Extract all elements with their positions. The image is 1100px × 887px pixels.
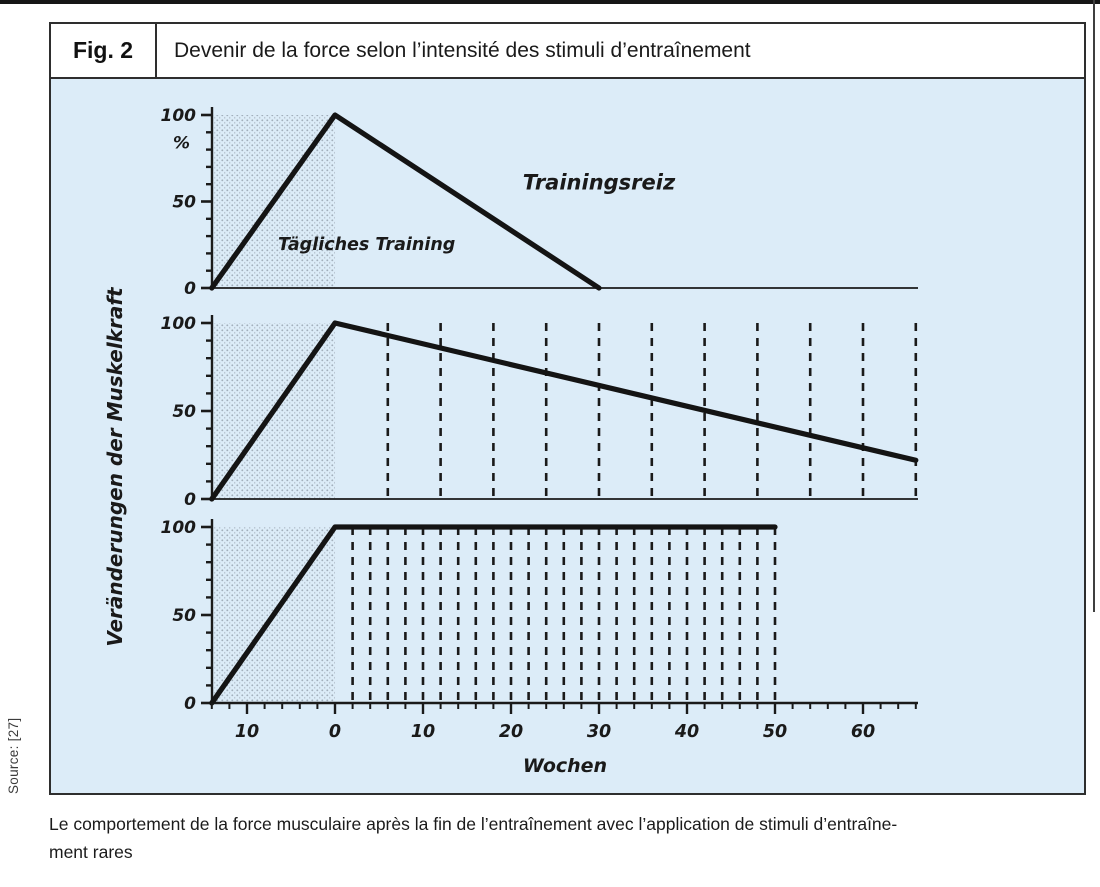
svg-text:0: 0 [329, 722, 341, 742]
svg-text:%: % [173, 134, 190, 154]
svg-text:Veränderungen der Muskelkraft: Veränderungen der Muskelkraft [103, 286, 127, 647]
figure-header: Fig. 2 Devenir de la force selon l’inten… [51, 24, 1084, 79]
svg-text:100: 100 [161, 106, 197, 126]
svg-text:60: 60 [851, 722, 875, 742]
svg-text:Wochen: Wochen [523, 755, 607, 777]
chart-panel: 100 50 0% Tägliches Training Trainingsreiz 10… [51, 79, 1084, 793]
caption-line-2: ment rares [49, 842, 133, 862]
caption-line-1: Le comportement de la force musculaire a… [49, 814, 898, 834]
svg-text:10: 10 [235, 722, 259, 742]
svg-text:Trainingsreiz: Trainingsreiz [523, 170, 676, 194]
figure-label: Fig. 2 [51, 24, 157, 77]
svg-text:0: 0 [184, 490, 196, 510]
svg-text:50: 50 [172, 402, 196, 422]
top-rule-line [0, 0, 1100, 4]
svg-text:50: 50 [172, 606, 196, 626]
svg-text:0: 0 [184, 279, 196, 299]
source-label: Source: [27] [6, 717, 21, 794]
svg-text:50: 50 [763, 722, 787, 742]
svg-text:30: 30 [587, 722, 611, 742]
svg-text:0: 0 [184, 694, 196, 714]
right-edge-rule [1093, 0, 1095, 612]
svg-text:100: 100 [161, 518, 197, 538]
svg-text:40: 40 [674, 722, 699, 742]
svg-text:10: 10 [411, 722, 435, 742]
svg-text:Tägliches Training: Tägliches Training [278, 235, 455, 255]
svg-text:100: 100 [161, 314, 197, 334]
svg-text:20: 20 [499, 722, 523, 742]
figure-box: Fig. 2 Devenir de la force selon l’inten… [49, 22, 1086, 795]
figure-title: Devenir de la force selon l’intensité de… [174, 38, 751, 62]
figure-caption: Le comportement de la force musculaire a… [49, 810, 1067, 866]
svg-text:50: 50 [172, 193, 196, 213]
